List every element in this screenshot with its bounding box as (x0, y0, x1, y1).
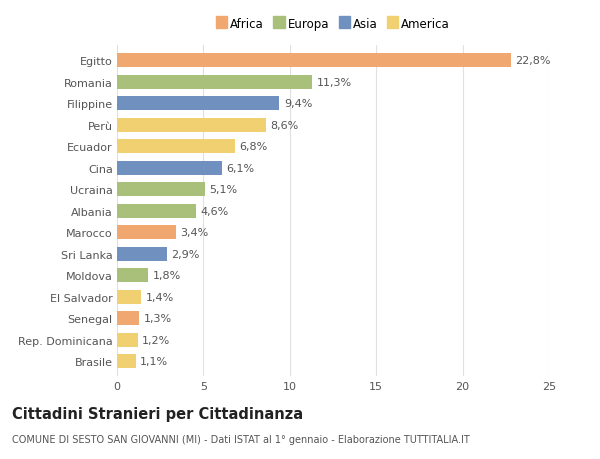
Bar (117, 269, 148, 282)
Bar (117, 54, 511, 68)
Bar (117, 226, 176, 240)
Text: 4,6%: 4,6% (201, 206, 229, 216)
Text: 1,8%: 1,8% (152, 270, 181, 280)
Text: 11,3%: 11,3% (317, 78, 352, 87)
Text: 5,1%: 5,1% (209, 185, 238, 195)
Text: 1,3%: 1,3% (144, 313, 172, 324)
Text: 22,8%: 22,8% (515, 56, 551, 66)
Text: 9,4%: 9,4% (284, 99, 312, 109)
Text: 1,2%: 1,2% (142, 335, 170, 345)
Bar (117, 204, 196, 218)
Text: 8,6%: 8,6% (270, 120, 298, 130)
Text: 6,8%: 6,8% (239, 142, 267, 152)
Text: Cittadini Stranieri per Cittadinanza: Cittadini Stranieri per Cittadinanza (12, 406, 303, 421)
Bar (117, 247, 167, 261)
Bar (117, 333, 138, 347)
Bar (117, 290, 141, 304)
Bar (117, 118, 266, 132)
Bar (117, 140, 235, 154)
Text: 3,4%: 3,4% (180, 228, 208, 238)
Text: 2,9%: 2,9% (172, 249, 200, 259)
Text: 6,1%: 6,1% (227, 163, 255, 173)
Bar (117, 312, 139, 325)
Text: 1,1%: 1,1% (140, 356, 169, 366)
Legend: Africa, Europa, Asia, America: Africa, Europa, Asia, America (214, 16, 452, 34)
Bar (117, 75, 312, 90)
Bar (117, 183, 205, 196)
Text: 1,4%: 1,4% (146, 292, 174, 302)
Bar (117, 354, 136, 368)
Bar (117, 161, 223, 175)
Text: COMUNE DI SESTO SAN GIOVANNI (MI) - Dati ISTAT al 1° gennaio - Elaborazione TUTT: COMUNE DI SESTO SAN GIOVANNI (MI) - Dati… (12, 434, 470, 444)
Bar (117, 97, 280, 111)
